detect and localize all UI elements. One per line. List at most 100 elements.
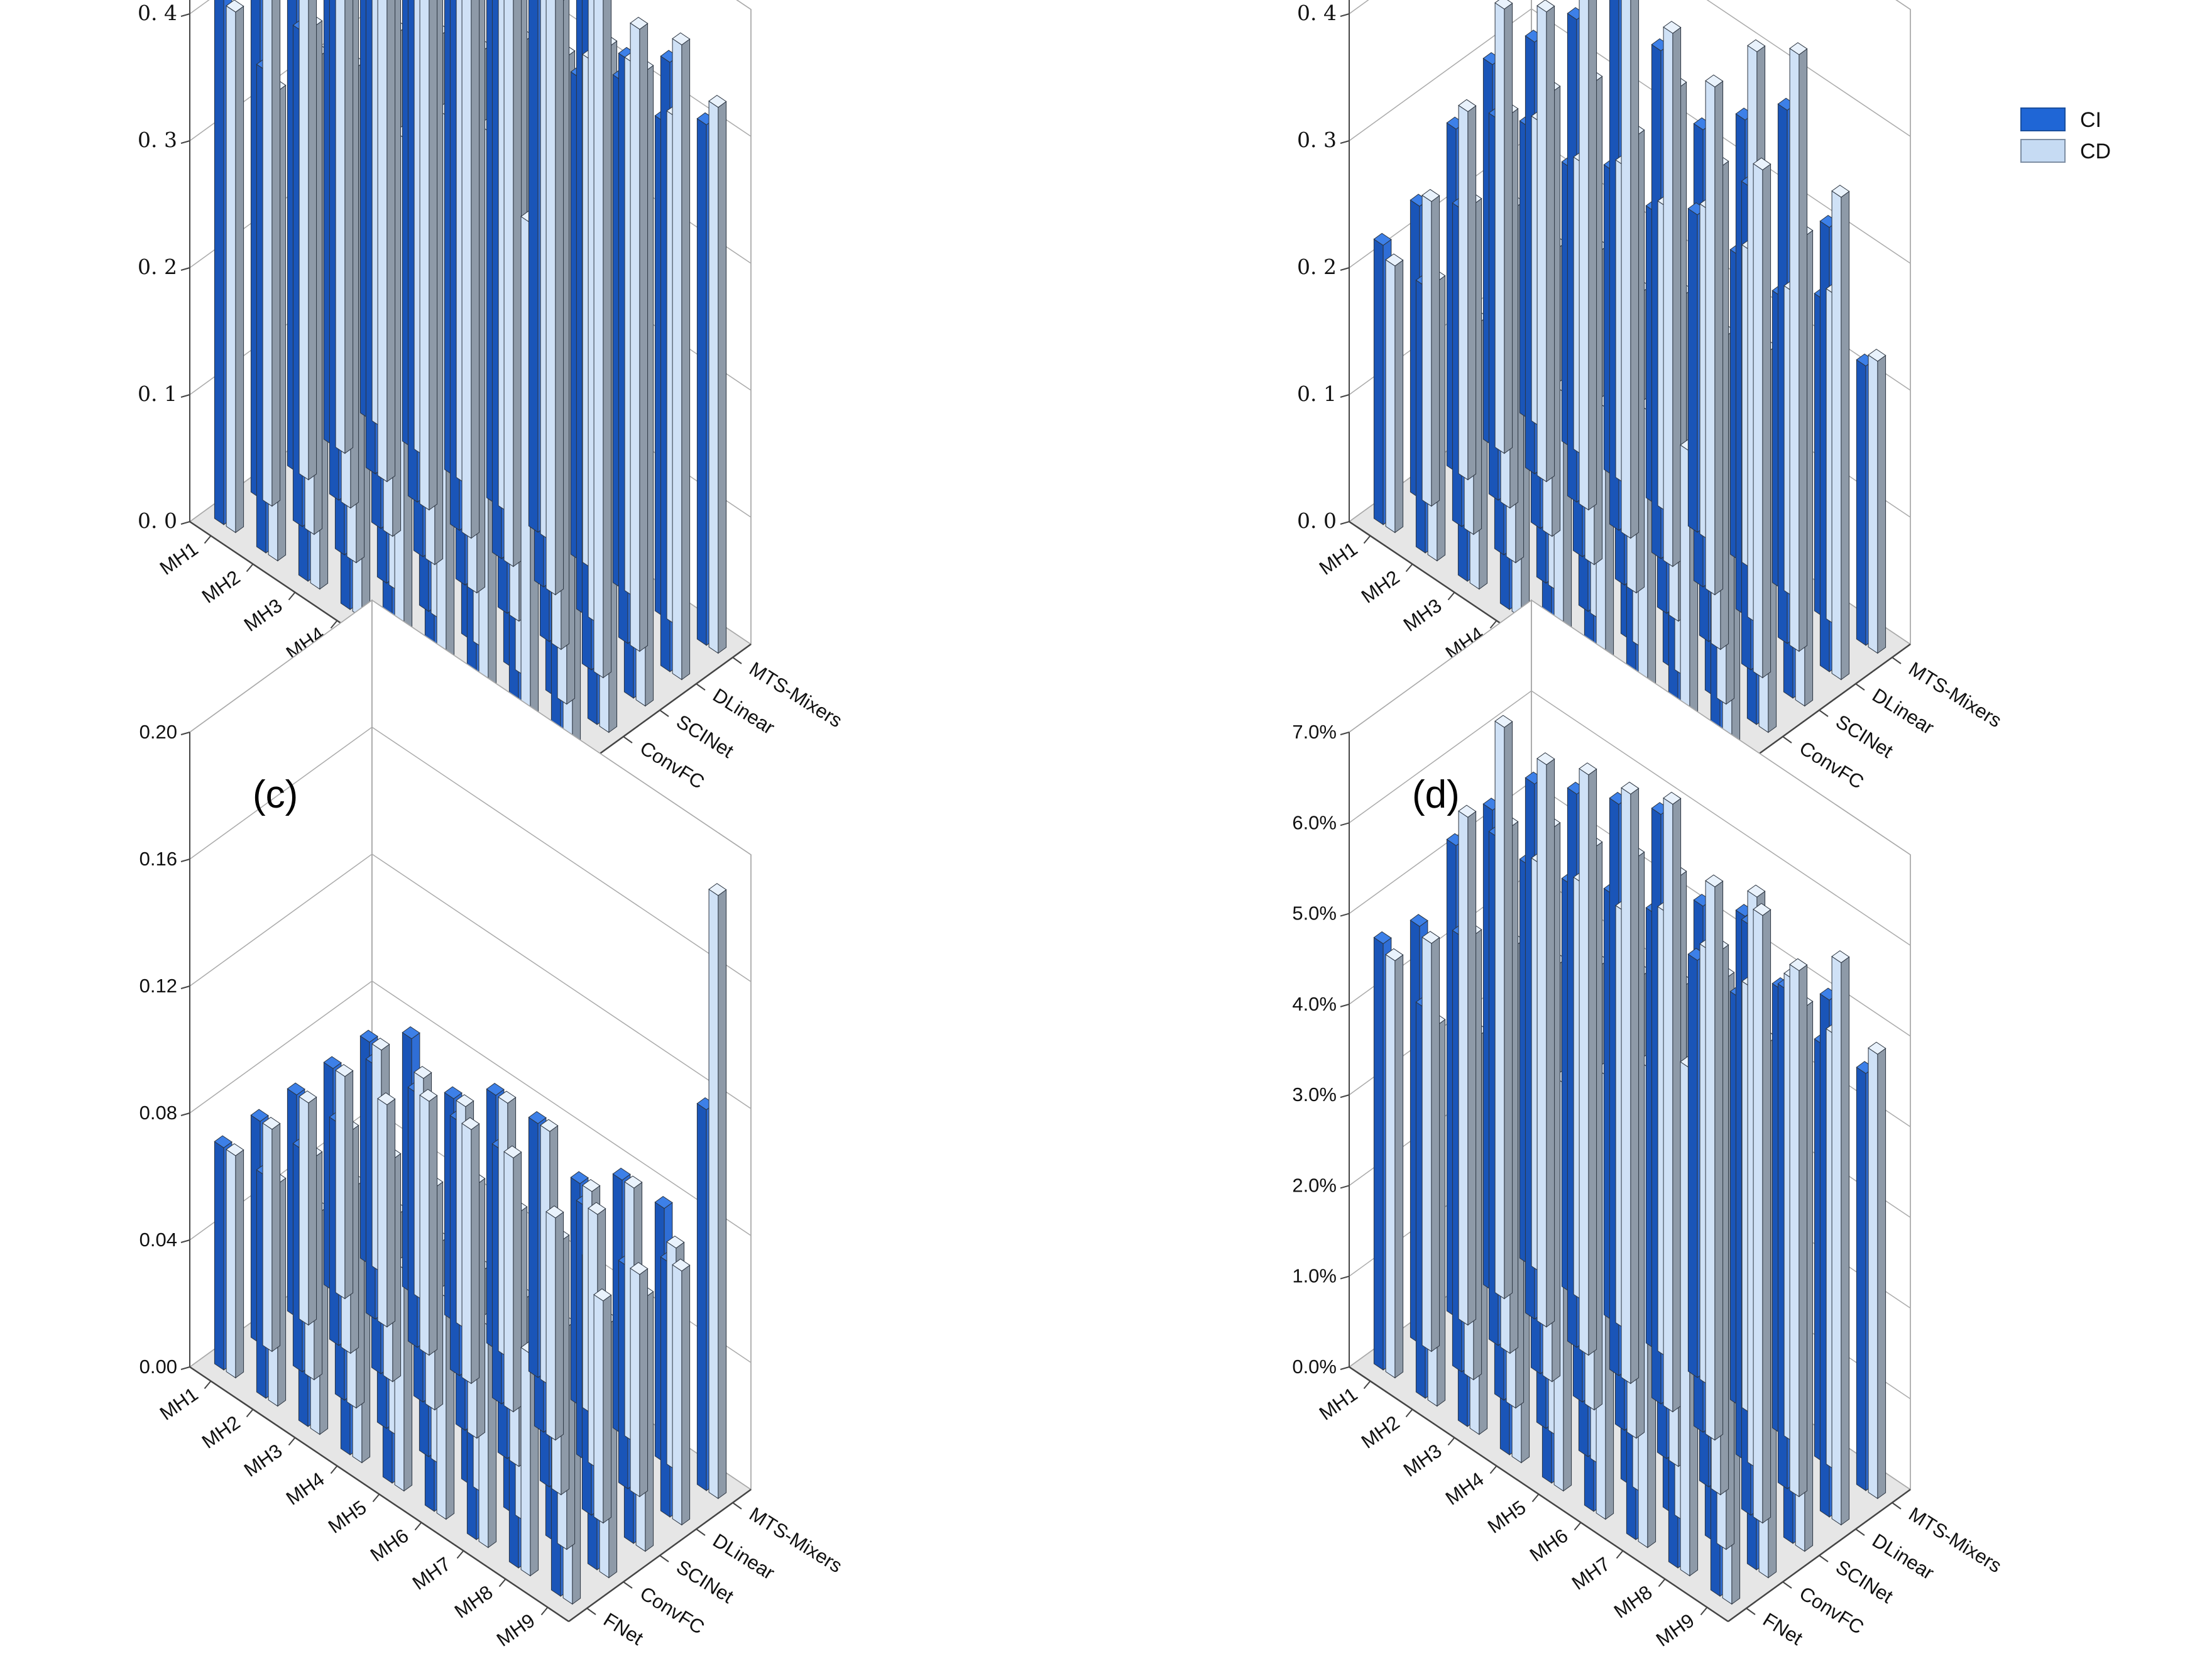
y-tick-label-dlinear: DLinear — [709, 1529, 779, 1584]
x-tick-label-mh1: MH1 — [1315, 538, 1362, 579]
bar-face-front — [377, 1098, 388, 1328]
bar-face-top — [708, 94, 727, 108]
bar-face-side — [1672, 798, 1682, 1413]
bar-face-side — [555, 0, 564, 596]
z-tick-mark — [180, 985, 190, 989]
bar-face-top — [226, 1143, 244, 1156]
bar-cd-mh8-scinet — [593, 0, 612, 679]
y-tick-mark — [696, 683, 706, 691]
bar-face-front — [1494, 720, 1505, 1300]
bar-face-front — [298, 0, 309, 481]
x-tick-mark — [1363, 1380, 1371, 1390]
z-tick-label: 0. 0 — [1297, 508, 1337, 533]
bar-face-side — [639, 23, 649, 652]
x-tick-mark — [1363, 535, 1371, 544]
bar-face-side — [639, 1268, 649, 1498]
x-tick-label-mh3: MH3 — [1399, 595, 1446, 636]
y-tick-mark — [1819, 1555, 1829, 1562]
y-tick-label-dlinear: DLinear — [709, 684, 779, 738]
bar-face-top — [630, 1262, 649, 1275]
bar-cd-mh1-dlinear — [1494, 0, 1513, 454]
x-tick-label-mh3: MH3 — [240, 1440, 287, 1481]
bar-face-top — [1789, 42, 1808, 55]
bar-face-front — [545, 0, 556, 596]
z-tick-mark — [1340, 1275, 1350, 1280]
bar-cd-mh1-convfc — [262, 0, 281, 507]
panel-c: 0.000.040.080.120.160.20MH1MH2MH3MH4MH5M… — [140, 599, 846, 1651]
bar-cd-mh4-dlinear — [461, 0, 480, 539]
bar-face-top — [377, 1092, 396, 1105]
bar-face-top — [1579, 762, 1597, 776]
bar-face-front — [1421, 936, 1432, 1352]
bar-face-front — [1663, 26, 1673, 568]
x-tick-mark — [330, 1465, 338, 1474]
bar-face-front — [461, 0, 472, 539]
x-tick-mark — [1447, 1437, 1455, 1446]
bar-face-front — [335, 1070, 346, 1300]
bar-face-top — [1747, 884, 1766, 898]
z-tick-mark — [180, 1239, 190, 1243]
x-tick-mark — [246, 1408, 254, 1418]
bar-face-side — [1394, 954, 1404, 1379]
bar-cd-mh5-dlinear — [503, 1145, 522, 1413]
z-tick-mark — [1340, 521, 1350, 525]
bar-face-front — [419, 0, 430, 511]
y-tick-mark — [732, 1502, 742, 1510]
bar-face-front — [1753, 908, 1763, 1524]
bar-cd-mh2-dlinear — [377, 0, 396, 483]
x-tick-mark — [1700, 1606, 1708, 1616]
x-tick-mark — [204, 535, 212, 544]
bar-face-front — [1663, 797, 1673, 1413]
legend-label-ci: CI — [2080, 108, 2101, 132]
z-tick-label: 7.0% — [1292, 721, 1337, 743]
z-tick-mark — [180, 267, 190, 271]
y-tick-mark — [659, 710, 669, 717]
y-tick-label-fnet: FNet — [1759, 1608, 1807, 1649]
bar-face-front — [520, 1347, 531, 1577]
bar-face-front — [1831, 955, 1842, 1526]
z-tick-label: 0. 4 — [138, 1, 177, 25]
y-tick-mark — [659, 1555, 669, 1562]
bar-cd-mh1-scinet — [1458, 804, 1477, 1326]
bar-face-top — [323, 1056, 342, 1069]
x-tick-label-mh1: MH1 — [156, 1383, 202, 1425]
y-tick-mark — [1746, 1608, 1756, 1615]
z-tick-mark — [1340, 732, 1350, 735]
bar-face-side — [1588, 768, 1597, 1356]
bar-face-side — [1504, 721, 1513, 1300]
bar-face-top — [666, 1236, 685, 1249]
bar-face-front — [528, 0, 539, 533]
z-tick-label: 0.00 — [140, 1356, 177, 1378]
z-tick-mark — [1340, 1185, 1350, 1189]
z-tick-label: 0. 3 — [1297, 128, 1337, 152]
z-gridline — [189, 853, 752, 1109]
bar-face-front — [1856, 359, 1866, 646]
bar-cd-mh2-dlinear — [1536, 752, 1555, 1328]
bar-cd-mh4-dlinear — [1621, 781, 1640, 1385]
x-tick-mark — [372, 1493, 380, 1503]
x-tick-label-mh9: MH9 — [493, 1610, 539, 1651]
bar-face-side — [344, 0, 354, 454]
bar-face-front — [1458, 104, 1469, 481]
bar-cd-mh1-convfc — [1421, 189, 1440, 507]
bar-face-side — [1467, 105, 1477, 481]
bar-face-top — [262, 1117, 281, 1130]
bar-face-side — [603, 0, 612, 679]
bar-cd-mh5-dlinear — [503, 0, 522, 568]
bar-face-top — [1705, 74, 1724, 88]
bar-face-side — [513, 0, 522, 568]
bar-face-top — [413, 1066, 432, 1079]
bar-face-top — [1868, 348, 1886, 362]
bar-face-front — [1421, 194, 1432, 507]
bar-face-top — [250, 1109, 269, 1122]
z-tick-label: 6.0% — [1292, 811, 1337, 833]
bar-face-front — [696, 1102, 707, 1491]
bar-face-side — [471, 1123, 480, 1385]
bar-face-top — [545, 1205, 564, 1219]
bar-face-side — [308, 0, 317, 481]
bar-cd-mh1-scinet — [298, 1090, 317, 1326]
bar-face-side — [235, 5, 244, 534]
bar-face-top — [371, 1038, 390, 1051]
x-tick-label-mh7: MH7 — [408, 1553, 455, 1594]
